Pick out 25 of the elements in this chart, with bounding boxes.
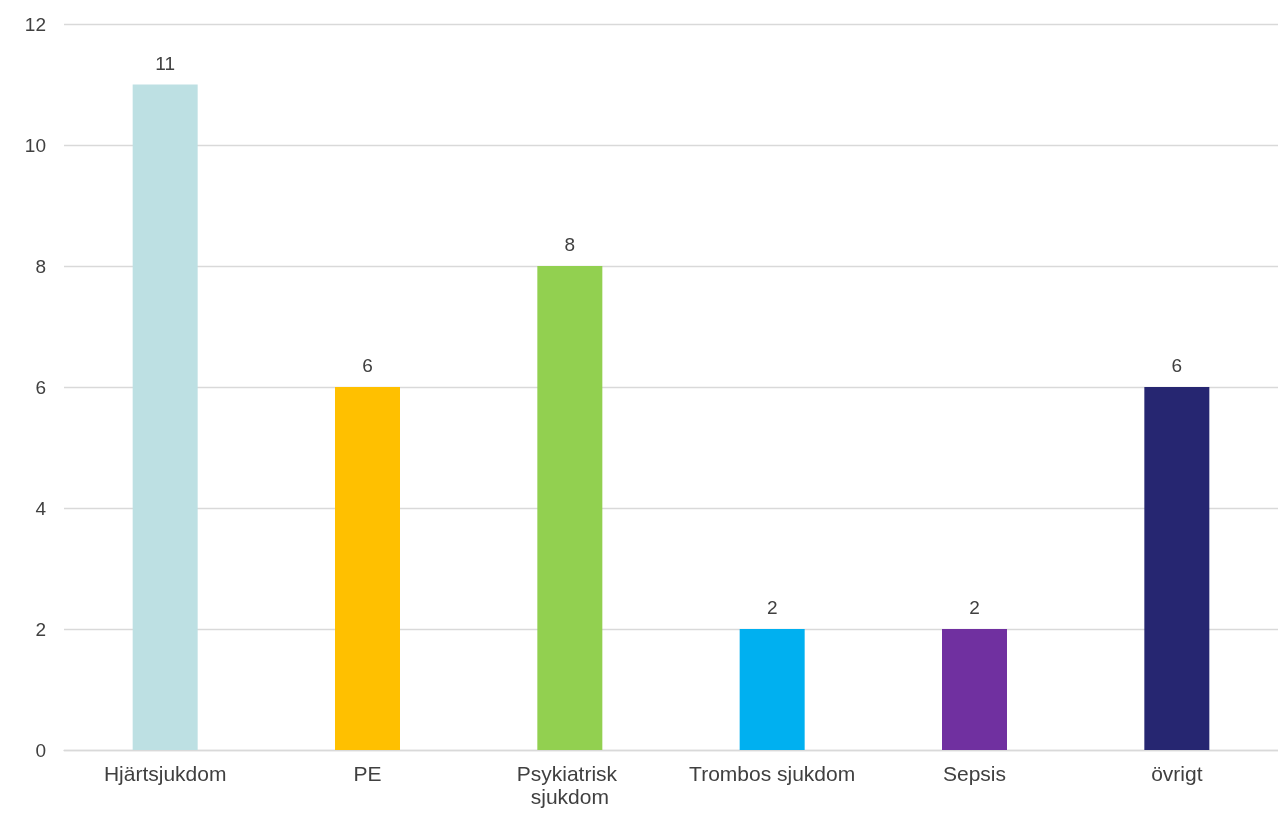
y-tick-label: 4 [35, 497, 47, 519]
x-tick-label: övrigt [1151, 762, 1203, 785]
data-label: 6 [362, 355, 373, 376]
data-label: 11 [155, 52, 176, 74]
bar [132, 84, 198, 750]
bar [335, 387, 400, 750]
y-tick-label: 0 [35, 739, 46, 761]
x-tick-label: Hjärtsjukdom [103, 762, 227, 785]
x-tick-label: Psykiatrisk sjukdom [516, 762, 623, 808]
y-tick-label: 8 [35, 255, 46, 277]
x-tick-label: PE [353, 762, 382, 785]
bar [942, 629, 1007, 750]
bar [537, 266, 603, 750]
x-tick-label: Trombos sjukdom [689, 762, 856, 785]
data-label: 2 [766, 597, 778, 618]
y-tick-label: 12 [24, 13, 46, 35]
x-tick-label: Sepsis [942, 762, 1007, 785]
data-label: 6 [1171, 355, 1183, 376]
bar [1144, 387, 1210, 750]
data-label: 8 [564, 234, 576, 255]
y-tick-label: 10 [24, 134, 46, 156]
bar [739, 629, 805, 750]
data-label: 2 [969, 597, 980, 618]
y-tick-label: 2 [35, 618, 46, 640]
y-tick-label: 6 [35, 376, 46, 398]
